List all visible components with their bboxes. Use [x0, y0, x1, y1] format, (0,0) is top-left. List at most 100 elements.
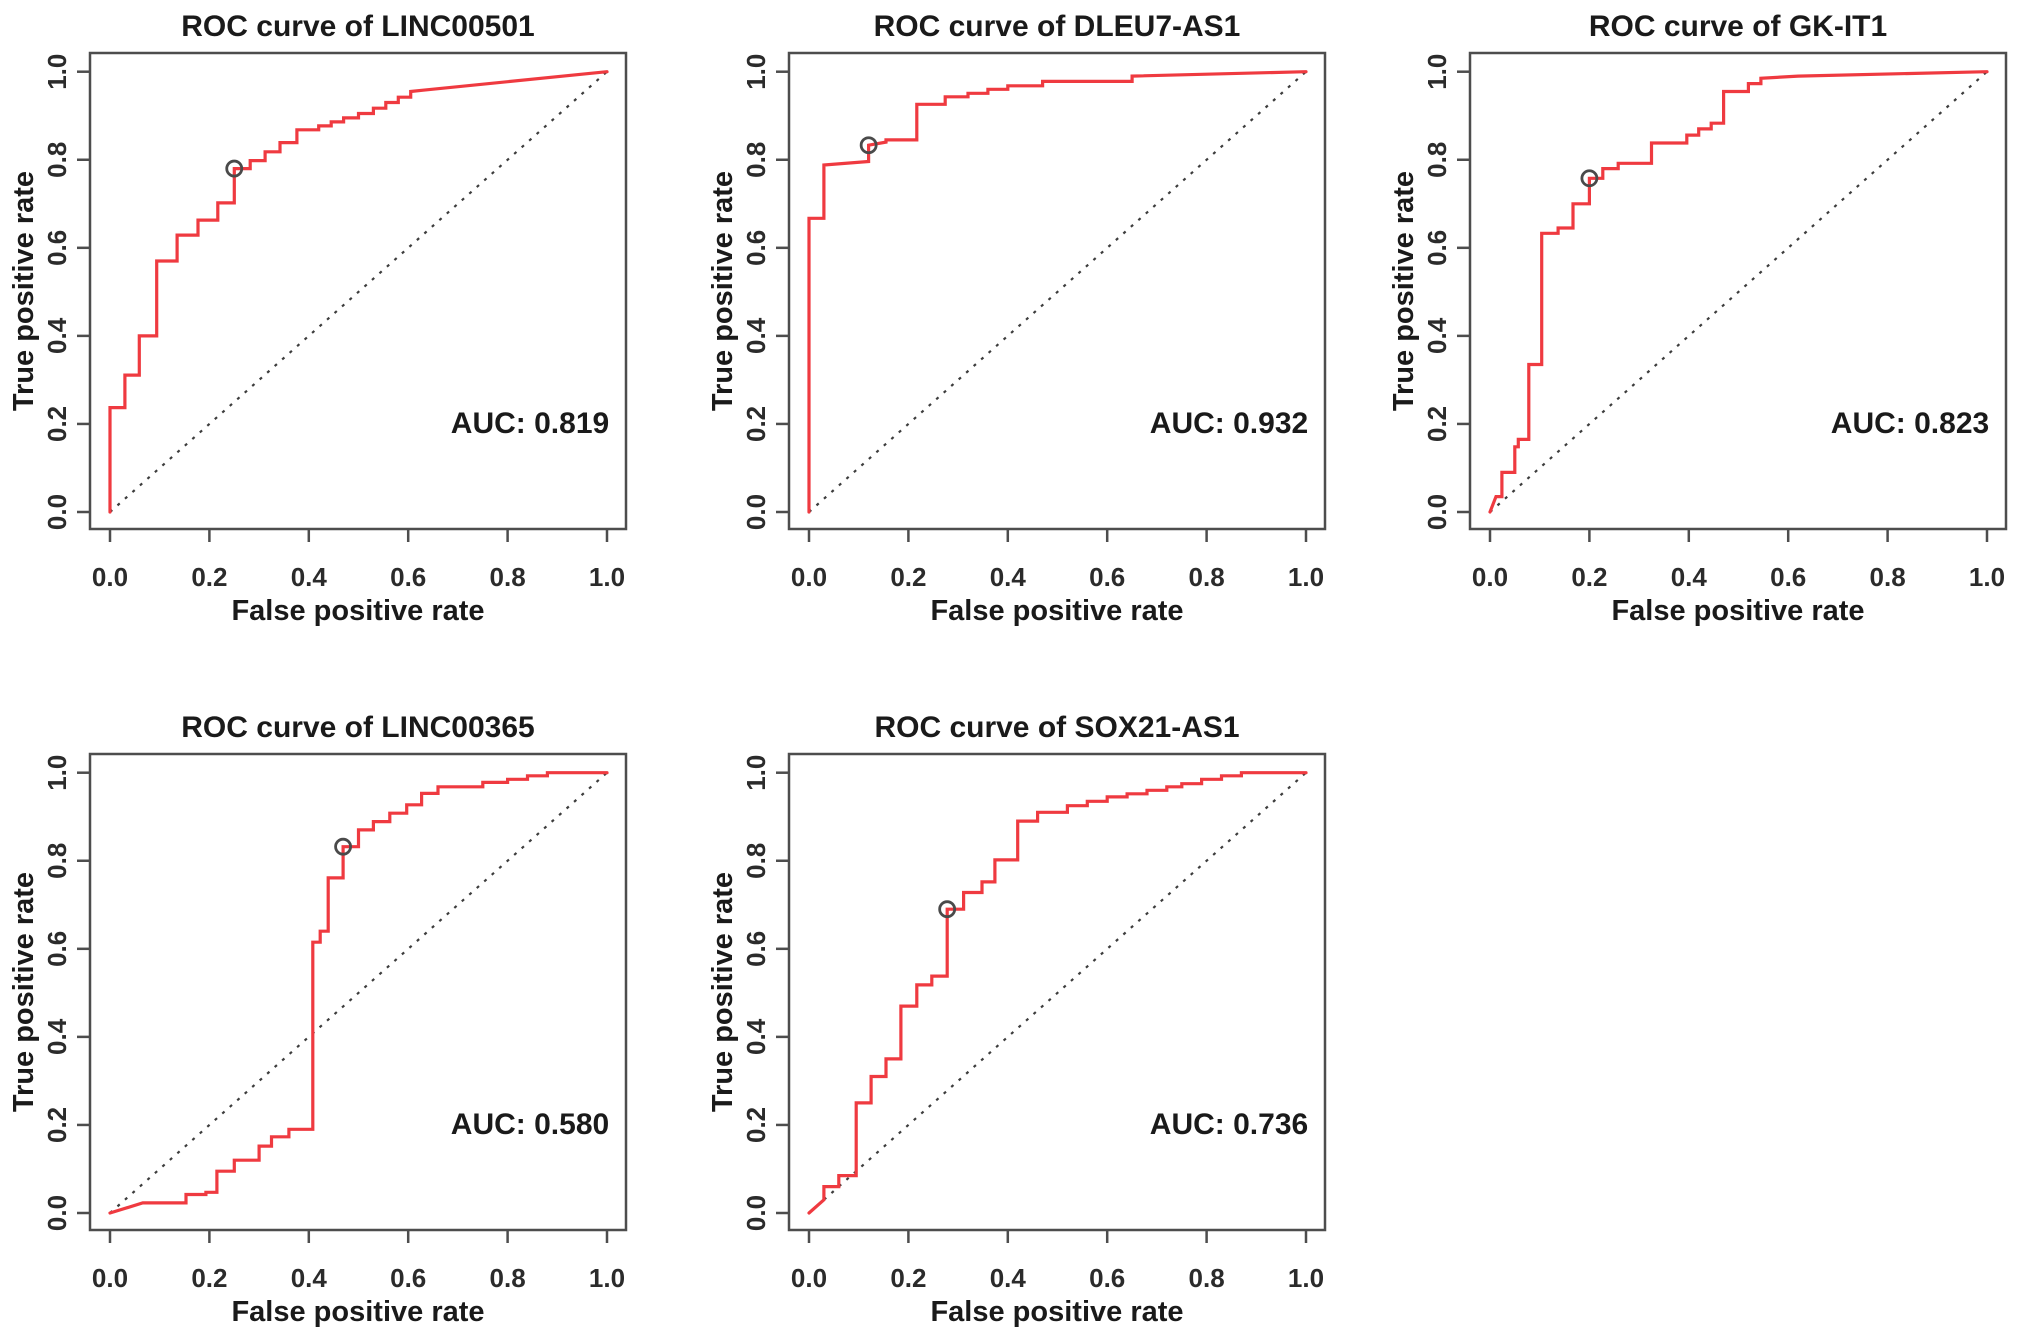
y-tick-label: 0.6: [42, 931, 72, 967]
x-tick-label: 0.8: [490, 1263, 526, 1293]
x-tick-label: 0.8: [1189, 562, 1225, 592]
x-axis-title: False positive rate: [231, 595, 484, 627]
x-tick-label: 0.6: [390, 1263, 426, 1293]
y-tick-label: 0.0: [741, 1195, 771, 1231]
y-tick-label: 0.4: [42, 1018, 72, 1055]
y-axis-title: True positive rate: [8, 872, 40, 1112]
x-tick-label: 0.6: [1770, 562, 1806, 592]
x-tick-label: 0.4: [990, 1263, 1027, 1293]
x-tick-label: 1.0: [589, 562, 625, 592]
x-tick-label: 0.2: [191, 562, 227, 592]
plot-frame: [88, 752, 628, 1232]
y-tick-label: 0.2: [42, 406, 72, 442]
x-tick-label: 1.0: [1288, 562, 1324, 592]
x-tick-label: 0.0: [92, 1263, 128, 1293]
auc-label: AUC: 0.580: [451, 1108, 609, 1141]
x-tick-label: 0.4: [990, 562, 1027, 592]
y-axis-title: True positive rate: [8, 171, 40, 411]
auc-label: AUC: 0.736: [1150, 1108, 1308, 1141]
chance-diagonal-line: [808, 70, 1307, 513]
roc-curve-line: [1488, 70, 1989, 514]
roc-panel-4: ROC curve of SOX21-AS1 AUC: 0.736 0.0 0.2 0.…: [707, 711, 1327, 1328]
y-tick-label: 0.0: [1422, 494, 1452, 530]
y-tick-label: 0.4: [741, 1018, 771, 1055]
y-tick-label: 0.2: [741, 406, 771, 442]
x-tick-label: 0.4: [1671, 562, 1708, 592]
x-tick-label: 0.2: [191, 1263, 227, 1293]
x-tick-label: 0.2: [890, 562, 926, 592]
x-tick-label: 0.8: [490, 562, 526, 592]
cutoff-marker: [1580, 169, 1599, 188]
y-tick-label: 0.0: [42, 1195, 72, 1231]
x-tick-label: 0.8: [1189, 1263, 1225, 1293]
y-tick-label: 1.0: [1422, 54, 1452, 90]
roc-panel-1: ROC curve of DLEU7-AS1 AUC: 0.932 0.0 0.2 0.…: [707, 10, 1327, 627]
y-axis-title: True positive rate: [1388, 171, 1420, 411]
panel-title: ROC curve of DLEU7-AS1: [874, 10, 1241, 43]
y-tick-label: 0.6: [741, 931, 771, 967]
y-tick-label: 1.0: [741, 755, 771, 791]
x-tick-label: 1.0: [589, 1263, 625, 1293]
x-axis-title: False positive rate: [930, 595, 1183, 627]
y-tick-label: 0.8: [42, 843, 72, 879]
chance-diagonal-line: [109, 70, 608, 513]
x-axis-title: False positive rate: [930, 1296, 1183, 1328]
roc-panel-0: ROC curve of LINC00501 AUC: 0.819 0.0 0.2 0.…: [8, 10, 628, 627]
chance-diagonal-line: [1489, 70, 1988, 513]
y-tick-label: 0.4: [1422, 317, 1452, 354]
y-tick-label: 0.8: [1422, 142, 1452, 178]
x-tick-label: 0.0: [92, 562, 128, 592]
panel-title: ROC curve of LINC00501: [181, 10, 534, 43]
roc-panel-2: ROC curve of GK-IT1 AUC: 0.823 0.0 0.2 0.4 0.…: [1388, 10, 2008, 627]
y-axis-title: True positive rate: [707, 171, 739, 411]
x-tick-label: 0.6: [1089, 562, 1125, 592]
roc-curve-line: [108, 771, 609, 1215]
x-tick-label: 0.8: [1870, 562, 1906, 592]
y-tick-label: 0.6: [42, 230, 72, 266]
roc-curve-line: [807, 771, 1308, 1215]
chance-diagonal-line: [109, 771, 608, 1214]
x-tick-label: 0.0: [791, 562, 827, 592]
y-tick-label: 1.0: [42, 54, 72, 90]
cutoff-marker: [859, 136, 878, 155]
chance-diagonal-line: [808, 771, 1307, 1214]
plot-frame: [787, 51, 1327, 531]
x-tick-label: 0.6: [1089, 1263, 1125, 1293]
x-axis-title: False positive rate: [231, 1296, 484, 1328]
roc-curve-line: [108, 70, 609, 514]
plot-frame: [787, 752, 1327, 1232]
x-tick-label: 1.0: [1288, 1263, 1324, 1293]
x-tick-label: 0.4: [291, 1263, 328, 1293]
y-tick-label: 0.8: [42, 142, 72, 178]
y-tick-label: 0.2: [42, 1107, 72, 1143]
roc-curve-line: [807, 70, 1308, 514]
x-tick-label: 0.2: [890, 1263, 926, 1293]
panel-title: ROC curve of GK-IT1: [1589, 10, 1887, 43]
plot-frame: [88, 51, 628, 531]
y-tick-label: 0.0: [741, 494, 771, 530]
cutoff-marker: [225, 159, 244, 178]
cutoff-marker: [334, 837, 352, 856]
auc-label: AUC: 0.932: [1150, 407, 1308, 440]
y-tick-label: 0.6: [741, 230, 771, 266]
y-tick-label: 0.8: [741, 142, 771, 178]
panel-title: ROC curve of LINC00365: [181, 711, 534, 744]
plot-frame: [1468, 51, 2008, 531]
y-tick-label: 1.0: [42, 755, 72, 791]
x-tick-label: 0.6: [390, 562, 426, 592]
x-tick-label: 0.0: [791, 1263, 827, 1293]
y-axis-title: True positive rate: [707, 872, 739, 1112]
y-tick-label: 0.4: [42, 317, 72, 354]
auc-label: AUC: 0.823: [1831, 407, 1989, 440]
x-tick-label: 1.0: [1969, 562, 2005, 592]
panel-title: ROC curve of SOX21-AS1: [874, 711, 1239, 744]
y-tick-label: 0.6: [1422, 230, 1452, 266]
y-tick-label: 0.4: [741, 317, 771, 354]
y-tick-label: 0.8: [741, 843, 771, 879]
y-tick-label: 0.2: [741, 1107, 771, 1143]
y-tick-label: 0.0: [42, 494, 72, 530]
y-tick-label: 1.0: [741, 54, 771, 90]
roc-panel-3: ROC curve of LINC00365 AUC: 0.580 0.0 0.2 0.…: [8, 711, 628, 1328]
